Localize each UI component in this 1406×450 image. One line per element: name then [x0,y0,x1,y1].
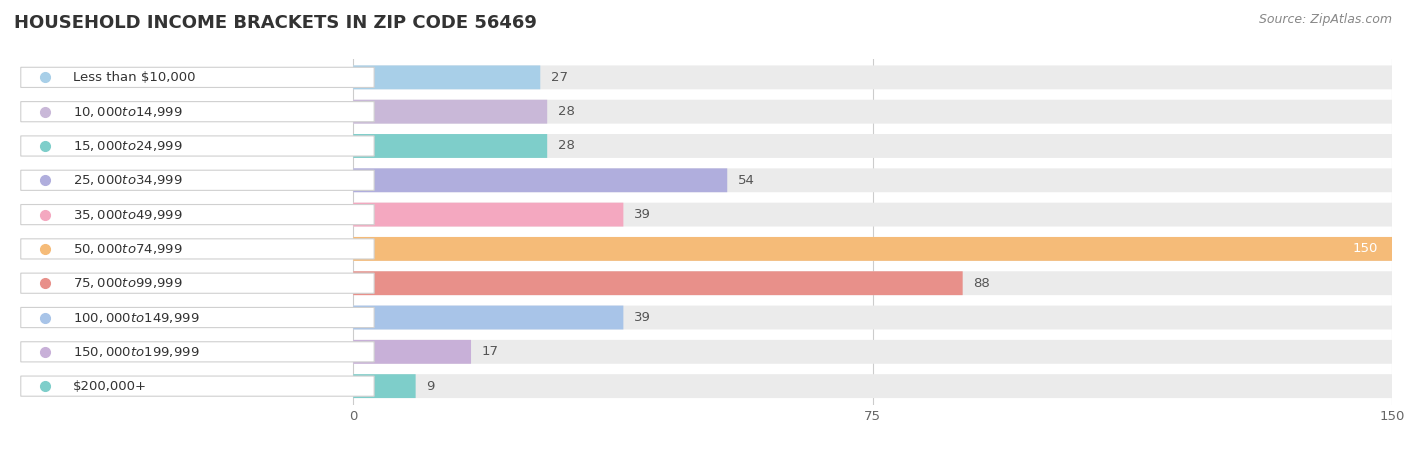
FancyBboxPatch shape [21,376,374,396]
Text: HOUSEHOLD INCOME BRACKETS IN ZIP CODE 56469: HOUSEHOLD INCOME BRACKETS IN ZIP CODE 56… [14,14,537,32]
Text: $35,000 to $49,999: $35,000 to $49,999 [73,207,183,221]
FancyBboxPatch shape [21,170,374,190]
Text: $25,000 to $34,999: $25,000 to $34,999 [73,173,183,187]
Text: $50,000 to $74,999: $50,000 to $74,999 [73,242,183,256]
FancyBboxPatch shape [21,273,374,293]
FancyBboxPatch shape [353,237,1392,261]
FancyBboxPatch shape [353,340,1392,364]
Text: $75,000 to $99,999: $75,000 to $99,999 [73,276,183,290]
Text: 27: 27 [551,71,568,84]
FancyBboxPatch shape [353,237,1392,261]
Text: 54: 54 [738,174,755,187]
FancyBboxPatch shape [353,168,727,192]
FancyBboxPatch shape [21,102,374,122]
FancyBboxPatch shape [353,271,963,295]
FancyBboxPatch shape [21,136,374,156]
Text: 28: 28 [558,105,575,118]
Text: Less than $10,000: Less than $10,000 [73,71,195,84]
FancyBboxPatch shape [353,340,471,364]
FancyBboxPatch shape [353,202,1392,226]
FancyBboxPatch shape [353,271,1392,295]
Text: $200,000+: $200,000+ [73,380,146,393]
FancyBboxPatch shape [353,202,623,226]
Text: 9: 9 [426,380,434,393]
FancyBboxPatch shape [353,65,540,89]
FancyBboxPatch shape [353,134,1392,158]
FancyBboxPatch shape [21,204,374,225]
FancyBboxPatch shape [353,374,416,398]
Text: 17: 17 [481,345,498,358]
FancyBboxPatch shape [353,65,1392,89]
FancyBboxPatch shape [353,374,1392,398]
FancyBboxPatch shape [21,68,374,87]
Text: 150: 150 [1353,243,1378,256]
Text: 39: 39 [634,311,651,324]
FancyBboxPatch shape [353,134,547,158]
FancyBboxPatch shape [353,100,547,124]
Text: $10,000 to $14,999: $10,000 to $14,999 [73,105,183,119]
Text: 39: 39 [634,208,651,221]
FancyBboxPatch shape [21,307,374,328]
FancyBboxPatch shape [353,168,1392,192]
Text: 88: 88 [973,277,990,290]
FancyBboxPatch shape [21,342,374,362]
FancyBboxPatch shape [21,239,374,259]
FancyBboxPatch shape [353,306,1392,329]
Text: $150,000 to $199,999: $150,000 to $199,999 [73,345,200,359]
Text: Source: ZipAtlas.com: Source: ZipAtlas.com [1258,14,1392,27]
FancyBboxPatch shape [353,306,623,329]
Text: 28: 28 [558,140,575,153]
Text: $100,000 to $149,999: $100,000 to $149,999 [73,310,200,324]
FancyBboxPatch shape [353,100,1392,124]
Text: $15,000 to $24,999: $15,000 to $24,999 [73,139,183,153]
